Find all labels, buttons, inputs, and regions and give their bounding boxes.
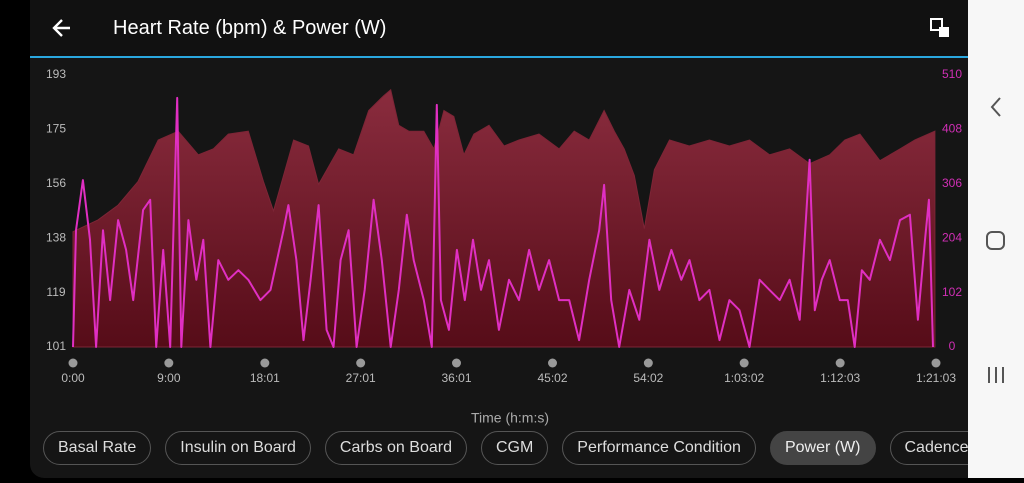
- x-tick-label: 1:03:02: [724, 371, 764, 385]
- chip[interactable]: CGM: [480, 431, 549, 465]
- chip[interactable]: Insulin on Board: [165, 431, 311, 465]
- y-tick-label: 193: [46, 67, 66, 81]
- x-tick-label: 36:01: [441, 371, 471, 385]
- chart-panel: Heart Rate (bpm) & Power (W) Time (h:m:s…: [30, 0, 968, 478]
- x-tick-dot: [739, 358, 749, 368]
- x-tick-dot: [356, 358, 366, 368]
- power-line: [72, 96, 934, 348]
- chip[interactable]: Power (W): [769, 431, 876, 465]
- x-axis-label: Time (h:m:s): [471, 410, 549, 426]
- y2-tick-label: 204: [942, 230, 962, 244]
- expand-button[interactable]: [930, 18, 950, 38]
- back-button[interactable]: [50, 16, 74, 40]
- x-tick-dot: [164, 358, 174, 368]
- x-tick-label: 0:00: [61, 371, 85, 385]
- x-tick-dot: [451, 358, 461, 368]
- x-tick-dot: [835, 358, 845, 368]
- y-tick-label: 175: [46, 122, 66, 136]
- x-tick-dot: [931, 358, 941, 368]
- y2-tick-label: 0: [949, 339, 956, 353]
- x-tick-label: 18:01: [250, 371, 280, 385]
- chip[interactable]: Carbs on Board: [324, 431, 467, 465]
- y-tick-label: 101: [46, 339, 66, 353]
- y2-tick-label: 102: [942, 285, 962, 299]
- y-tick-label: 156: [46, 176, 66, 190]
- y2-tick-label: 306: [942, 176, 962, 190]
- x-tick-dot: [260, 358, 270, 368]
- x-tick-label: 45:02: [537, 371, 567, 385]
- system-nav: [968, 0, 1024, 478]
- chart: Time (h:m:s) 101 119 138 156 175 193 0 102 204 30…: [46, 67, 962, 426]
- title: Heart Rate (bpm) & Power (W): [113, 17, 387, 39]
- x-tick-dot: [643, 358, 653, 368]
- x-tick-label: 1:12:03: [820, 371, 860, 385]
- x-tick-dot: [548, 358, 558, 368]
- x-tick-dot: [68, 358, 78, 368]
- chip[interactable]: Basal Rate: [43, 431, 152, 465]
- chip[interactable]: Performance Condition: [562, 431, 756, 465]
- y2-tick-label: 408: [942, 122, 962, 136]
- y-tick-label: 119: [46, 285, 65, 299]
- y-tick-label: 138: [46, 230, 66, 244]
- x-tick-label: 9:00: [157, 371, 181, 385]
- app-bar: Heart Rate (bpm) & Power (W): [30, 0, 968, 58]
- y2-tick-label: 510: [942, 67, 962, 81]
- nav-icons: [986, 97, 1005, 383]
- x-tick-label: 1:21:03: [916, 371, 956, 385]
- chip[interactable]: Cadence (r: [889, 431, 968, 465]
- chip-row: Basal Rate Insulin on Board Carbs on Board…: [43, 431, 968, 465]
- hr-area: [72, 88, 936, 348]
- x-tick-label: 54:02: [633, 371, 663, 385]
- x-tick-label: 27:01: [346, 371, 376, 385]
